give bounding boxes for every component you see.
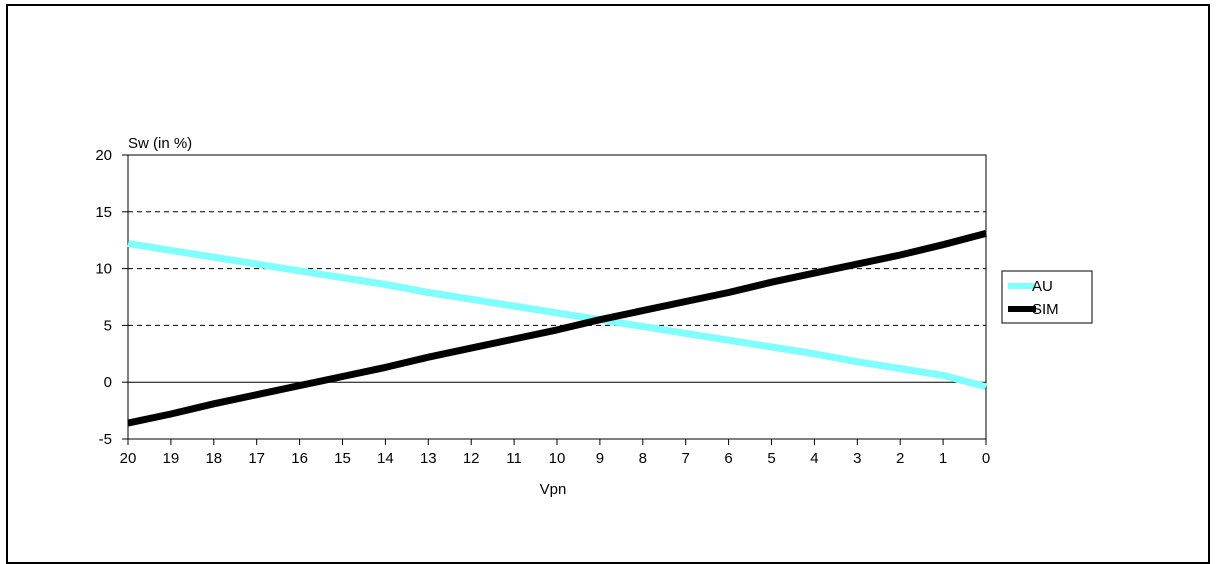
x-tick-label: 15 [334, 450, 351, 467]
y-tick-label: 10 [95, 261, 112, 278]
x-tick-label: 17 [248, 450, 265, 467]
y-tick-label: 20 [95, 147, 112, 164]
y-tick-label: 15 [95, 204, 112, 221]
x-tick-label: 13 [420, 450, 437, 467]
x-tick-label: 19 [163, 450, 180, 467]
x-tick-label: 18 [205, 450, 222, 467]
y-axis-label: Sw (in %) [128, 135, 192, 152]
y-tick-label: -5 [99, 431, 112, 448]
x-tick-label: 9 [596, 450, 604, 467]
x-tick-label: 10 [549, 450, 566, 467]
y-tick-label: 5 [104, 317, 112, 334]
x-tick-label: 0 [982, 450, 990, 467]
x-tick-label: 14 [377, 450, 394, 467]
legend-label-sim: SIM [1032, 301, 1059, 318]
gridlines [128, 211, 986, 383]
y-tick-label: 0 [104, 374, 112, 391]
x-tick-label: 20 [120, 450, 137, 467]
x-tick-label: 11 [506, 450, 522, 467]
x-tick-label: 6 [724, 450, 732, 467]
x-ticks: 20 19 18 17 16 15 14 13 12 11 10 9 8 7 6 5 4 3 2 1 0 [120, 439, 990, 467]
x-axis-label: Vpn [540, 481, 567, 498]
series-line-sim [127, 230, 987, 427]
x-tick-label: 2 [896, 450, 904, 467]
legend-label-au: AU [1032, 278, 1053, 295]
x-tick-label: 3 [853, 450, 861, 467]
x-tick-label: 5 [767, 450, 775, 467]
x-tick-label: 1 [939, 450, 947, 467]
x-tick-label: 12 [463, 450, 480, 467]
x-tick-label: 16 [291, 450, 308, 467]
series-line-au [127, 240, 987, 391]
x-tick-label: 7 [682, 450, 690, 467]
x-tick-label: 4 [810, 450, 818, 467]
x-tick-label: 8 [639, 450, 647, 467]
legend-box [1001, 270, 1093, 324]
legend: AU SIM [1001, 270, 1093, 324]
series-layer [127, 230, 987, 427]
y-ticks: -5 0 5 10 15 20 [95, 147, 128, 448]
